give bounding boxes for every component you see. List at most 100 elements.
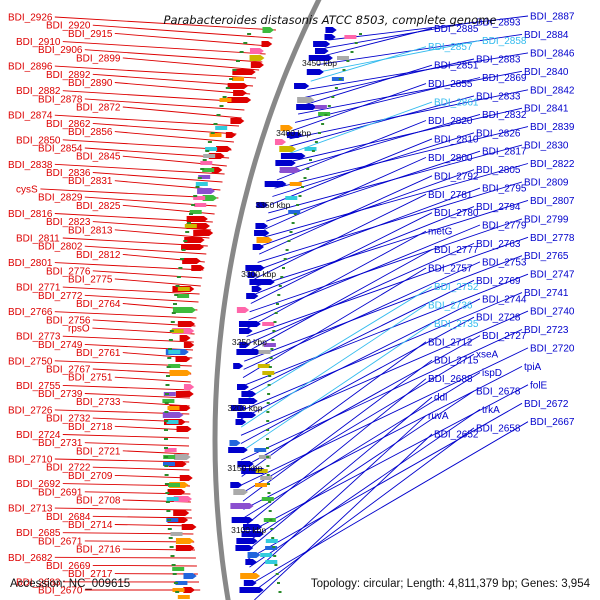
scale-tick — [346, 60, 350, 62]
leader-line — [264, 156, 427, 230]
scale-tick — [324, 114, 328, 116]
feature-block — [184, 224, 197, 228]
scale-tick — [275, 573, 279, 575]
scale-tick — [164, 456, 169, 458]
leader-line — [84, 294, 199, 303]
scale-tick — [167, 519, 172, 521]
forward-gene-arrow — [172, 307, 197, 313]
scale-label: 3150 kbp — [227, 463, 262, 473]
scale-tick — [266, 402, 270, 404]
gene-label: BDI_2829 — [38, 193, 83, 204]
gene-label: BDI_2744 — [482, 294, 527, 305]
leader-line — [40, 188, 219, 199]
reverse-gene-arrow — [235, 419, 247, 425]
leader-line — [262, 163, 529, 239]
scale-tick — [301, 186, 304, 188]
scale-tick — [266, 438, 269, 440]
scale-tick — [266, 465, 270, 467]
gene-label: BDI_2777 — [434, 245, 479, 256]
scale-tick — [274, 564, 278, 566]
forward-gene-arrow — [183, 587, 195, 593]
gene-label: BDI_2800 — [428, 153, 473, 164]
gene-label: BDI_2684 — [46, 512, 91, 523]
gene-label: BDI_2692 — [16, 479, 61, 490]
scale-tick — [169, 546, 174, 548]
gene-label: BDI_2857 — [428, 42, 473, 53]
reverse-gene-arrow — [324, 34, 336, 40]
gene-label: BDI_2724 — [16, 430, 61, 441]
scale-tick — [273, 555, 277, 557]
scale-tick — [268, 375, 272, 377]
scale-tick — [267, 393, 271, 395]
scale-tick — [298, 195, 302, 197]
gene-label: BDI_2817 — [482, 147, 527, 158]
reverse-gene-arrow — [294, 83, 310, 89]
leader-line — [122, 57, 260, 71]
scale-tick — [166, 375, 170, 377]
leader-line — [241, 279, 475, 395]
leader-line — [260, 169, 475, 247]
forward-gene-arrow — [179, 335, 191, 341]
gene-label: xseA — [476, 350, 499, 361]
gene-label: BDI_2906 — [38, 45, 83, 56]
leader-line — [252, 427, 475, 593]
scale-tick — [164, 411, 169, 413]
feature-block — [168, 350, 181, 354]
scale-tick — [164, 402, 169, 404]
scale-tick — [270, 528, 274, 530]
gene-label: BDI_2766 — [8, 307, 53, 318]
scale-tick — [164, 465, 169, 467]
gene-label: BDI_2717 — [68, 569, 113, 580]
forward-gene-arrow — [216, 146, 232, 152]
gene-label: BDI_2830 — [524, 141, 569, 152]
reverse-gene-arrow — [279, 167, 301, 173]
reverse-gene-arrow — [308, 55, 333, 61]
leader-line — [243, 261, 481, 370]
scale-tick — [270, 348, 274, 350]
scale-tick — [287, 240, 291, 242]
leader-line — [241, 335, 481, 469]
leader-line — [54, 507, 192, 511]
feature-block — [232, 77, 244, 81]
scale-tick — [207, 141, 212, 143]
gene-label: BDI_2751 — [68, 373, 113, 384]
scale-tick — [271, 339, 275, 341]
reverse-gene-arrow — [237, 461, 254, 467]
leader-line — [54, 556, 196, 559]
feature-block — [193, 196, 206, 200]
reverse-gene-arrow — [228, 447, 248, 453]
forward-gene-arrow — [225, 132, 236, 138]
reverse-gene-arrow — [297, 97, 315, 103]
leader-line — [320, 27, 433, 57]
scale-tick — [280, 276, 284, 278]
leader-line — [240, 304, 427, 428]
leader-line — [54, 114, 240, 127]
scale-tick — [170, 321, 175, 323]
leader-line — [241, 286, 433, 403]
leader-line — [92, 73, 254, 87]
leader-line — [313, 40, 481, 74]
scale-tick — [197, 177, 202, 179]
gene-label: BDI_2861 — [434, 98, 479, 109]
reverse-gene-arrow — [313, 41, 331, 47]
reverse-gene-arrow — [241, 531, 264, 537]
gene-label: BDI_2802 — [38, 242, 83, 253]
leader-line — [247, 396, 433, 551]
leader-line — [92, 172, 223, 183]
leader-line — [310, 46, 427, 82]
scale-label: 3300 kbp — [241, 269, 276, 279]
reverse-gene-arrow — [286, 132, 303, 138]
gene-label: BDI_2915 — [68, 29, 113, 40]
leader-line — [62, 90, 248, 103]
gene-label: BDI_2761 — [76, 348, 121, 359]
gene-label: BDI_2845 — [76, 152, 121, 163]
leader-line — [279, 113, 481, 173]
scale-tick — [267, 483, 270, 485]
gene-label: cysS — [16, 184, 38, 195]
feature-block — [195, 182, 208, 186]
feature-block — [304, 147, 317, 151]
reverse-gene-arrow — [306, 69, 324, 75]
gene-label: BDI_2667 — [530, 417, 575, 428]
gene-label: BDI_2769 — [476, 276, 521, 287]
leader-line — [251, 421, 529, 584]
